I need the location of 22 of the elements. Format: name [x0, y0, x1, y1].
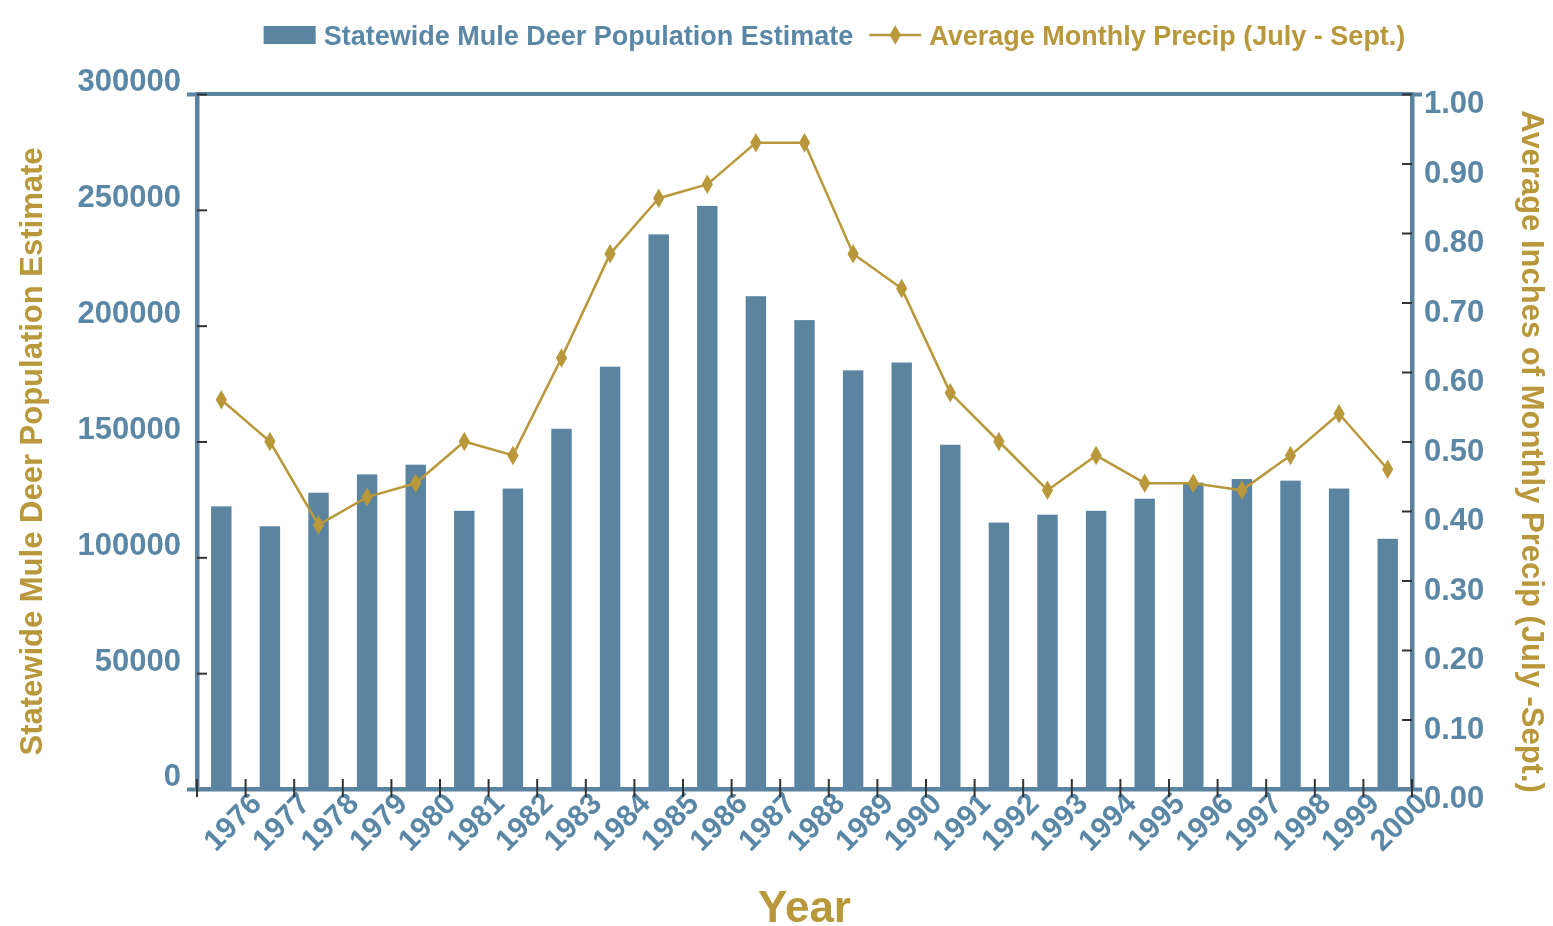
y-tick-label: 250000: [77, 179, 181, 215]
legend-label: Statewide Mule Deer Population Estimate: [323, 21, 854, 51]
y-axis-title: Statewide Mule Deer Population Estimate: [14, 147, 49, 756]
y2-tick-label: 0.90: [1424, 154, 1485, 190]
y2-tick-label: 0.60: [1424, 363, 1485, 399]
x-axis-title: Year: [758, 882, 851, 926]
y2-tick-label: 0.20: [1424, 641, 1485, 677]
legend-label: Average Monthly Precip (July - Sept.): [929, 21, 1406, 51]
y-tick-label: 0: [163, 758, 181, 794]
y2-tick-label: 1.00: [1424, 85, 1485, 121]
y2-tick-label: 0.80: [1424, 224, 1485, 260]
y2-tick-label: 0.40: [1424, 502, 1485, 538]
y2-tick-label: 0.30: [1424, 571, 1485, 607]
y-tick-label: 100000: [77, 526, 181, 562]
y-tick-label: 300000: [77, 63, 181, 99]
y2-axis-title: Average Inches of Monthly Precip (July -Sept.): [1515, 110, 1550, 793]
y-tick-label: 150000: [77, 410, 181, 446]
y-tick-label: 200000: [77, 295, 181, 331]
y2-tick-label: 0.70: [1424, 293, 1485, 329]
y-tick-label: 50000: [94, 642, 181, 678]
y2-tick-label: 0.10: [1424, 710, 1485, 746]
y2-tick-label: 0.50: [1424, 432, 1485, 468]
